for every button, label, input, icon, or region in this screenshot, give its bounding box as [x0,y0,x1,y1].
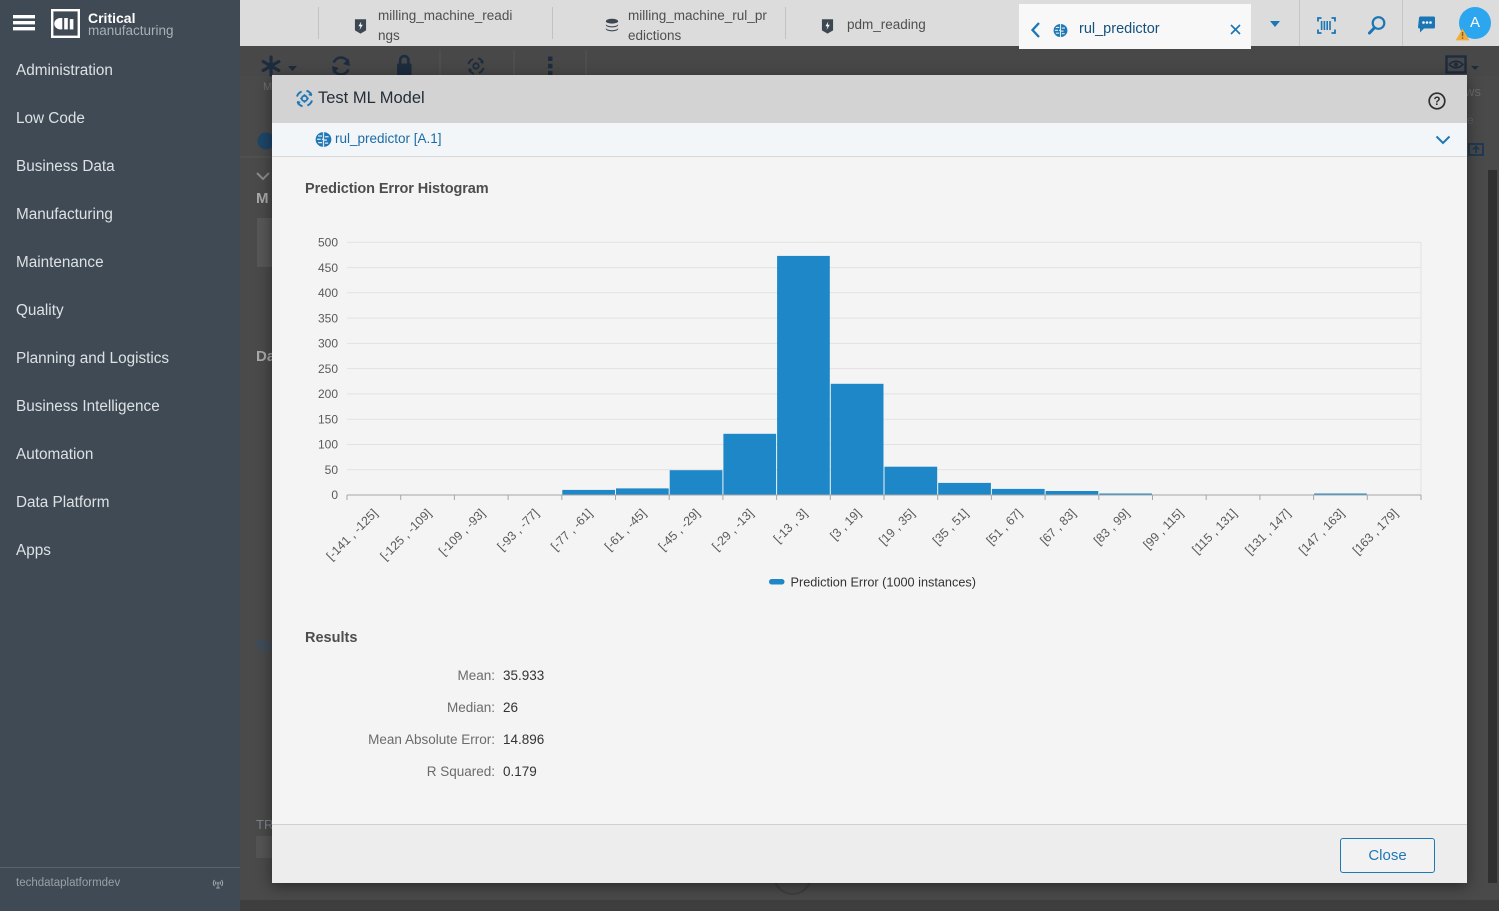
svg-text:[147 , 163]: [147 , 163] [1296,506,1347,557]
svg-text:[19 , 35]: [19 , 35] [876,506,917,547]
svg-text:M: M [263,81,272,93]
svg-text:ws: ws [1464,84,1481,99]
svg-text:[99 , 115]: [99 , 115] [1141,506,1187,552]
svg-text:[-141 , -125]: [-141 , -125] [324,506,381,563]
svg-text:[131 , 147]: [131 , 147] [1242,506,1293,557]
svg-text:[163 , 179]: [163 , 179] [1350,506,1401,557]
svg-text:[-45 , -29]: [-45 , -29] [656,506,703,553]
svg-text:[115 , 131]: [115 , 131] [1189,506,1239,556]
svg-text:TR: TR [256,817,273,832]
svg-text:[-77 , -61]: [-77 , -61] [548,506,595,553]
svg-text:350: 350 [318,311,338,325]
svg-text:[-61 , -45]: [-61 , -45] [602,506,649,553]
svg-text:[83 , 99]: [83 , 99] [1091,506,1132,547]
svg-text:Da: Da [256,348,276,365]
svg-text:[51 , 67]: [51 , 67] [984,506,1025,547]
svg-text:200: 200 [318,387,338,401]
svg-text:150: 150 [318,412,338,426]
svg-text:0: 0 [331,488,338,502]
svg-text:50: 50 [325,463,339,477]
svg-text:M: M [256,190,269,207]
svg-text:e: e [1467,113,1474,127]
svg-text:?: ? [1433,96,1440,108]
svg-text:250: 250 [318,362,338,376]
svg-text:450: 450 [318,261,338,275]
svg-text:300: 300 [318,337,338,351]
svg-text:400: 400 [318,286,338,300]
svg-text:[3 , 19]: [3 , 19] [827,506,863,542]
svg-text:[-13 , 3]: [-13 , 3] [771,506,810,545]
svg-text:[-109 , -93]: [-109 , -93] [436,506,488,558]
svg-text:[35 , 51]: [35 , 51] [930,506,971,547]
svg-text:100: 100 [318,438,338,452]
svg-text:[67 , 83]: [67 , 83] [1037,506,1078,547]
svg-text:[-93 , -77]: [-93 , -77] [494,506,541,553]
svg-text:Prediction Error (1000 instanc: Prediction Error (1000 instances) [791,576,976,590]
svg-text:[-125 , -109]: [-125 , -109] [377,506,434,563]
svg-text:[-29 , -13]: [-29 , -13] [709,506,756,553]
svg-text:500: 500 [318,236,338,250]
